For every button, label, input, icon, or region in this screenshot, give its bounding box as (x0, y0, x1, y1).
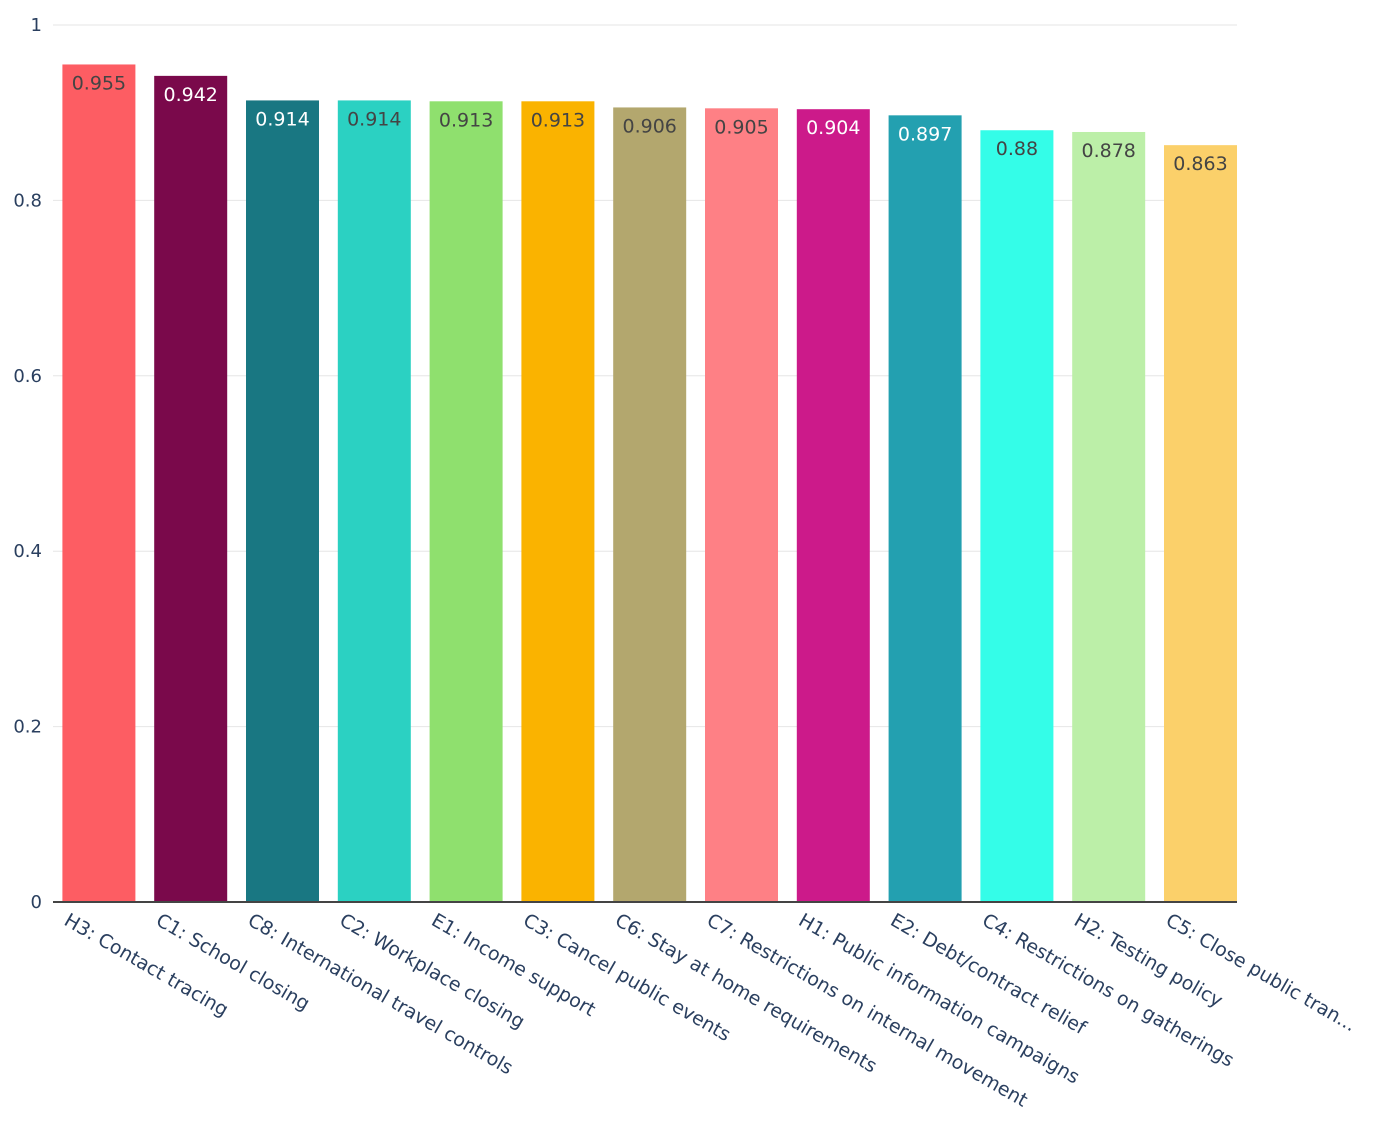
x-tick-label: C1: School closing (152, 909, 313, 1015)
bar (521, 101, 595, 902)
y-tick-label: 0.2 (13, 717, 42, 738)
data-label: 0.914 (255, 108, 309, 130)
data-label: 0.906 (622, 115, 676, 137)
data-label: 0.913 (439, 109, 493, 131)
bar (337, 100, 411, 902)
data-label: 0.942 (163, 84, 217, 106)
y-tick-label: 0 (31, 892, 42, 913)
data-label: 0.914 (347, 108, 401, 130)
bars (62, 64, 1237, 903)
bar (796, 109, 870, 902)
data-label: 0.897 (898, 123, 952, 145)
data-labels: 0.955 0.942 0.914 0.914 0.913 0.913 0.906 0.905… (72, 72, 1228, 175)
x-tick-label: E1: Income support (428, 909, 600, 1021)
bar (154, 75, 228, 903)
data-label: 0.913 (531, 109, 585, 131)
bar (62, 64, 136, 903)
bar (613, 107, 687, 903)
y-tick-label: 0.8 (13, 190, 42, 211)
data-label: 0.863 (1173, 153, 1227, 175)
data-label: 0.955 (72, 72, 126, 94)
bar (888, 115, 962, 903)
y-tick-label: 0.4 (13, 541, 42, 562)
y-tick-label: 1 (31, 15, 42, 36)
y-tick-label: 0.6 (13, 366, 42, 387)
bar (1072, 131, 1146, 902)
bar (246, 100, 319, 902)
data-label: 0.88 (996, 138, 1038, 160)
bar (429, 101, 503, 902)
x-tick-label: H3: Contact tracing (60, 909, 232, 1021)
bar (980, 130, 1054, 903)
y-axis-ticks: 0 0.2 0.4 0.6 0.8 1 (13, 15, 42, 913)
data-label: 0.904 (806, 117, 860, 139)
x-tick-label: H2: Testing policy (1070, 909, 1226, 1012)
data-label: 0.905 (714, 116, 768, 138)
data-label: 0.878 (1081, 140, 1135, 162)
bar (705, 108, 778, 902)
bar (1164, 145, 1237, 903)
